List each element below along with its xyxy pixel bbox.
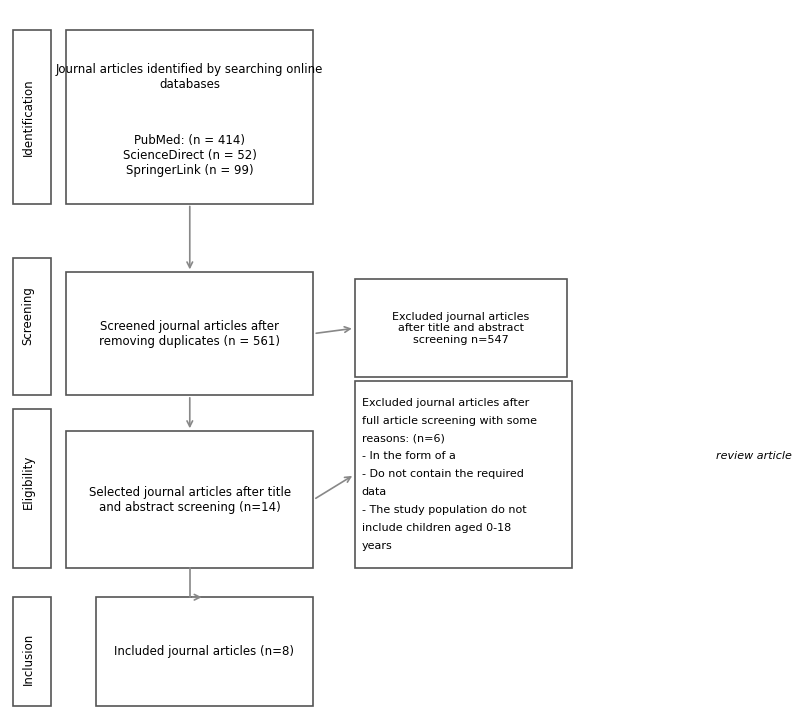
Text: Excluded journal articles
after title and abstract
screening n=547: Excluded journal articles after title an… [392, 312, 530, 345]
Text: - Do not contain the required: - Do not contain the required [362, 470, 523, 479]
FancyBboxPatch shape [13, 258, 51, 395]
Text: Screened journal articles after
removing duplicates (n = 561): Screened journal articles after removing… [99, 320, 280, 347]
FancyBboxPatch shape [13, 597, 51, 705]
Text: full article screening with some: full article screening with some [362, 415, 537, 426]
FancyBboxPatch shape [354, 381, 573, 568]
Text: include children aged 0-18: include children aged 0-18 [362, 523, 511, 534]
Text: Journal articles identified by searching online
databases: Journal articles identified by searching… [56, 63, 323, 91]
FancyBboxPatch shape [66, 431, 314, 568]
Text: Selected journal articles after title
and abstract screening (n=14): Selected journal articles after title an… [89, 486, 291, 514]
FancyBboxPatch shape [13, 30, 51, 204]
FancyBboxPatch shape [354, 279, 566, 377]
FancyBboxPatch shape [95, 597, 314, 705]
Text: Excluded journal articles after: Excluded journal articles after [362, 397, 529, 407]
FancyBboxPatch shape [66, 30, 314, 204]
Text: Inclusion: Inclusion [22, 632, 34, 684]
Text: review article: review article [716, 452, 792, 462]
Text: Eligibility: Eligibility [22, 455, 34, 509]
Text: - The study population do not: - The study population do not [362, 505, 526, 515]
Text: Included journal articles (n=8): Included journal articles (n=8) [114, 645, 294, 658]
Text: PubMed: (n = 414)
ScienceDirect (n = 52)
SpringerLink (n = 99): PubMed: (n = 414) ScienceDirect (n = 52)… [123, 133, 257, 177]
Text: reasons: (n=6): reasons: (n=6) [362, 434, 445, 444]
Text: Identification: Identification [22, 78, 34, 156]
Text: - In the form of a: - In the form of a [362, 452, 459, 462]
FancyBboxPatch shape [13, 410, 51, 568]
Text: Screening: Screening [22, 286, 34, 345]
Text: data: data [362, 487, 387, 497]
Text: years: years [362, 542, 393, 551]
FancyBboxPatch shape [66, 272, 314, 395]
